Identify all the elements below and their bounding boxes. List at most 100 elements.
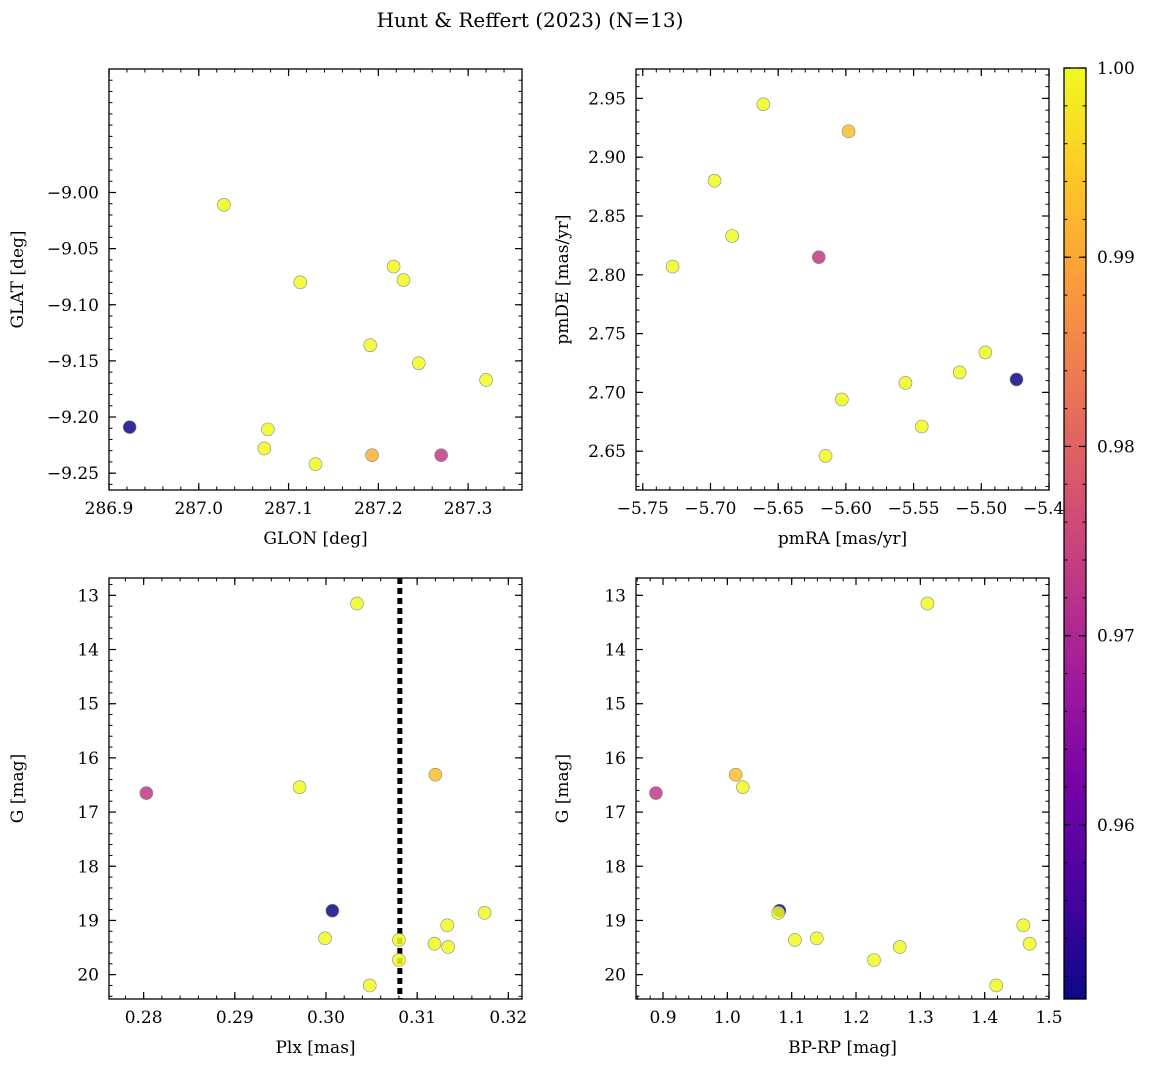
- y-tick-label: 15: [604, 695, 626, 715]
- scatter-point: [818, 449, 833, 463]
- scatter-point: [479, 373, 493, 387]
- scatter-point: [365, 448, 379, 462]
- x-tick-label: 0.29: [216, 1008, 254, 1028]
- x-tick-label: −5.75: [617, 499, 669, 519]
- scatter-point: [363, 338, 378, 352]
- y-tick-label: 17: [604, 803, 626, 823]
- colorbar-tick-label: 1.00: [1097, 59, 1135, 79]
- scatter-point: [756, 97, 771, 112]
- y-tick-label: 2.80: [588, 266, 626, 286]
- x-tick-label: 0.31: [398, 1008, 436, 1028]
- scatter-point: [920, 596, 935, 611]
- x-tick-label: 0.30: [307, 1008, 345, 1028]
- y-tick-label: 18: [604, 857, 626, 877]
- scatter-point: [1009, 372, 1024, 387]
- scatter-point: [392, 953, 406, 967]
- colorbar-tick-label: 0.96: [1097, 816, 1135, 836]
- scatter-point: [392, 933, 406, 947]
- x-tick-label: 287.2: [354, 499, 403, 519]
- axes-frame: [108, 68, 523, 491]
- scatter-point: [217, 198, 231, 212]
- x-tick-label: 0.32: [489, 1008, 527, 1028]
- scatter-point: [914, 419, 929, 434]
- scatter-point: [411, 356, 426, 370]
- y-tick-label: 14: [604, 641, 626, 661]
- y-tick-label: 19: [604, 911, 626, 931]
- y-tick-label: 14: [77, 641, 99, 661]
- scatter-point: [139, 786, 154, 800]
- x-tick-label: 1.1: [778, 1008, 805, 1028]
- panel-glon-glat: 286.9 287.0 287.1 287.2 287.3 −9.00 −9.05 −9.10…: [8, 68, 523, 549]
- scatter-point: [835, 392, 849, 407]
- colorbar: 0.96 0.97 0.98 0.99 1.00: [1063, 59, 1135, 1000]
- x-tick-label: −5.50: [955, 499, 1007, 519]
- x-tick-label: 1.3: [907, 1008, 934, 1028]
- scatter-point: [707, 173, 722, 188]
- axes-frame: [635, 577, 1050, 1000]
- figure-title: Hunt & Reffert (2023) (N=13): [377, 8, 684, 32]
- scatter-point: [728, 767, 743, 782]
- scatter-point: [325, 903, 340, 918]
- scatter-point: [261, 422, 275, 437]
- x-tick-label: −5.60: [820, 499, 872, 519]
- x-tick-label: −5.55: [888, 499, 940, 519]
- y-tick-label: −9.15: [47, 352, 99, 372]
- scatter-point: [362, 978, 377, 993]
- scatter-point: [892, 940, 907, 954]
- y-tick-label: 2.95: [588, 89, 626, 109]
- y-tick-label: 20: [604, 966, 626, 986]
- y-tick-label: −9.25: [47, 464, 99, 484]
- scatter-point: [978, 345, 993, 360]
- y-tick-label: 16: [604, 749, 626, 769]
- scatter-point: [735, 780, 750, 794]
- scatter-point: [441, 940, 455, 954]
- axes-frame: [635, 68, 1050, 491]
- x-axis-label: BP-RP [mag]: [788, 1038, 897, 1058]
- scatter-point: [1022, 936, 1037, 951]
- scatter-point: [809, 931, 824, 946]
- x-axis-label: pmRA [mas/yr]: [778, 529, 907, 549]
- y-tick-label: −9.20: [47, 408, 99, 428]
- y-tick-label: 13: [77, 586, 99, 606]
- y-tick-label: 15: [77, 695, 99, 715]
- scatter-point: [771, 906, 785, 920]
- y-tick-label: 17: [77, 803, 99, 823]
- y-tick-label: 20: [77, 966, 99, 986]
- x-tick-label: 286.9: [85, 499, 134, 519]
- y-axis-label: pmDE [mas/yr]: [553, 214, 573, 344]
- scatter-point: [989, 978, 1004, 993]
- x-tick-label: 1.2: [842, 1008, 869, 1028]
- scatter-point: [257, 441, 272, 456]
- scatter-point: [427, 936, 442, 951]
- scatter-point: [898, 376, 913, 390]
- x-axis-label: GLON [deg]: [263, 529, 367, 549]
- scatter-point: [812, 250, 826, 264]
- y-tick-label: 2.65: [588, 442, 626, 462]
- scatter-point: [428, 767, 443, 782]
- y-axis-label: G [mag]: [8, 754, 28, 823]
- x-tick-label: 0.28: [125, 1008, 163, 1028]
- colorbar-tick-label: 0.99: [1097, 248, 1135, 268]
- y-tick-label: 2.70: [588, 383, 626, 403]
- scatter-point: [649, 786, 663, 800]
- y-axis-label: GLAT [deg]: [8, 230, 28, 328]
- panels: 286.9 287.0 287.1 287.2 287.3 −9.00 −9.05 −9.10…: [8, 68, 1075, 1058]
- colorbar-gradient: [1064, 68, 1086, 999]
- y-tick-label: −9.00: [47, 183, 99, 203]
- scatter-point: [952, 365, 967, 380]
- scatter-point: [1016, 918, 1031, 933]
- x-tick-label: 287.1: [264, 499, 313, 519]
- scatter-point: [308, 457, 323, 471]
- scatter-point: [434, 448, 448, 462]
- x-tick-label: 287.0: [174, 499, 223, 519]
- scatter-point: [293, 275, 308, 290]
- x-tick-label: 1.0: [714, 1008, 741, 1028]
- y-tick-label: 2.85: [588, 207, 626, 227]
- scatter-point: [122, 420, 137, 434]
- y-tick-label: 19: [77, 911, 99, 931]
- y-tick-label: 13: [604, 586, 626, 606]
- x-tick-label: 1.4: [971, 1008, 998, 1028]
- scatter-point: [440, 918, 455, 933]
- x-axis-label: Plx [mas]: [275, 1038, 355, 1058]
- scatter-point: [665, 259, 680, 274]
